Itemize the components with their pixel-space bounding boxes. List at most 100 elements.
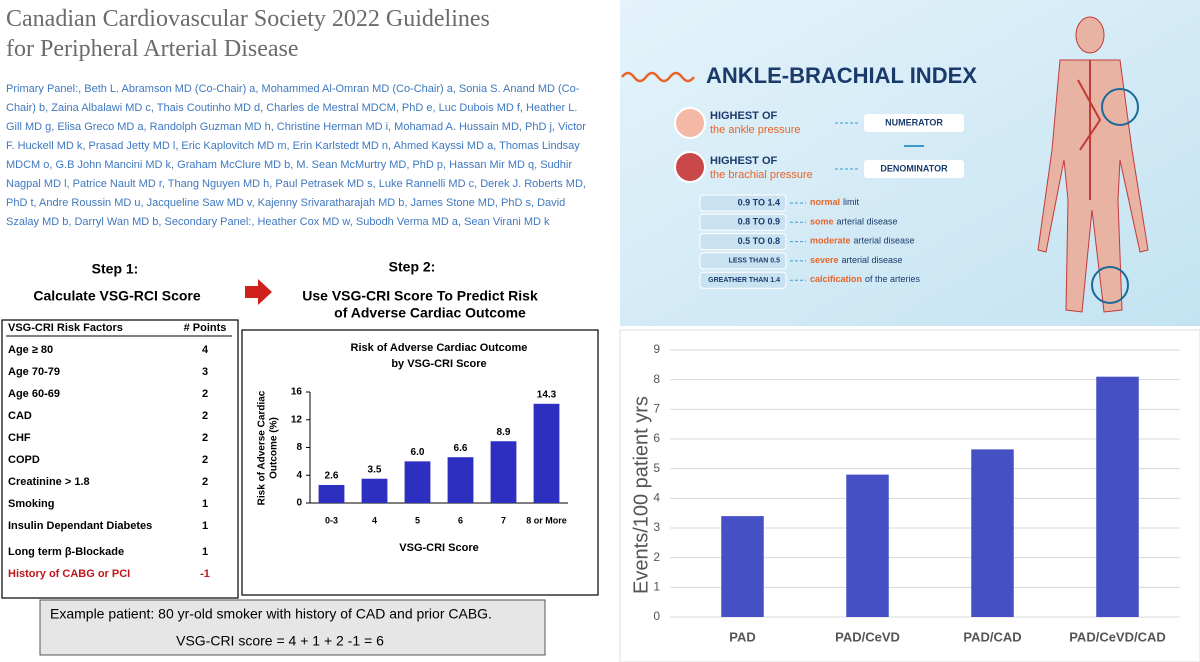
y-tick-label: 3 [653, 520, 660, 534]
example-box [39, 599, 546, 656]
x-tick-label: 6 [458, 515, 463, 525]
y-tick-label: 5 [653, 461, 660, 475]
row-points: 3 [202, 366, 208, 378]
risk-table: VSG-CRI Risk Factors # Points Age ≥ 80 4 A… [6, 322, 232, 580]
row-points: 2 [202, 410, 208, 422]
row-label: History of CABG or PCI [8, 568, 130, 580]
row-label: Long term β-Blockade [8, 546, 124, 558]
row-points: -1 [200, 568, 210, 580]
y-axis-label: Events/100 patient yrs [630, 396, 652, 594]
title-line: for Peripheral Arterial Disease [6, 36, 299, 62]
step-label: Step 2: [389, 259, 436, 275]
value-label: 6.0 [411, 447, 425, 458]
icon [674, 151, 706, 183]
x-axis-label: VSG-CRI Score [399, 542, 478, 554]
value-label: 2.6 [325, 471, 339, 482]
bar [533, 403, 560, 503]
bar [971, 449, 1014, 617]
y-tick-label: 4 [296, 470, 302, 481]
table-header: # Points [184, 322, 227, 334]
table-header: VSG-CRI Risk Factors [8, 322, 123, 334]
bar [447, 457, 474, 503]
rest: limit [843, 197, 859, 207]
row-points: 4 [202, 344, 209, 356]
y-tick-label: 8 [296, 442, 302, 453]
x-tick-label: PAD [729, 629, 755, 644]
arrow [245, 279, 272, 305]
row-label: Smoking [8, 498, 54, 510]
row-points: 1 [202, 520, 208, 532]
row-label: CAD [8, 410, 32, 422]
row-label: COPD [8, 454, 40, 466]
term-head: HIGHEST OF [710, 155, 778, 167]
value-label: 6.6 [454, 443, 468, 454]
y-tick-label: 9 [653, 342, 660, 356]
emphasis: some [810, 217, 834, 227]
range-box [699, 213, 787, 231]
term-sub: the ankle pressure [710, 124, 801, 136]
step-text: Calculate VSG-RCI Score [33, 288, 200, 304]
range-box [699, 233, 787, 251]
chart-title: by VSG-CRI Score [391, 358, 486, 370]
value-label: 14.3 [537, 389, 557, 400]
y-tick-label: 4 [653, 491, 660, 505]
y-tick-label: 0 [296, 498, 302, 509]
y-tick-label: 7 [653, 402, 660, 416]
row-label: Age 70-79 [8, 366, 60, 378]
role-box [864, 114, 964, 132]
row-label: CHF [8, 432, 31, 444]
x-tick-label: 8 or More [526, 515, 567, 525]
author-list: Primary Panel:, Beth L. Abramson MD (Co-… [6, 83, 586, 228]
range-desc: some arterial disease [810, 217, 898, 227]
body-figure [1037, 16, 1149, 313]
y-tick-label: 0 [653, 609, 660, 623]
example-text: VSG-CRI score = 4 + 1 + 2 -1 = 6 [176, 633, 384, 649]
x-tick-label: PAD/CeVD/CAD [1069, 629, 1166, 644]
row-points: 1 [202, 546, 208, 558]
rest: arterial disease [837, 217, 898, 227]
terms: HIGHEST OF the ankle pressure HIGHEST OF… [674, 107, 964, 183]
x-tick-label: PAD/CeVD [835, 629, 900, 644]
y-axis-label: Risk of Adverse Cardiac [257, 390, 268, 505]
wave [621, 71, 695, 83]
bar [846, 474, 889, 617]
row-points: 2 [202, 454, 208, 466]
step-text: of Adverse Cardiac Outcome [334, 305, 526, 321]
example-text: Example patient: 80 yr-old smoker with h… [50, 606, 492, 622]
table-box [1, 319, 239, 599]
role: NUMERATOR [885, 117, 943, 127]
range: 0.8 TO 0.9 [738, 217, 780, 227]
range: GREATHER THAN 1.4 [708, 277, 780, 284]
row-label: Creatinine > 1.8 [8, 476, 90, 488]
bar [721, 516, 764, 617]
row-label: Age ≥ 80 [8, 344, 53, 356]
row-points: 2 [202, 388, 208, 400]
y-axis-label: Outcome (%) [269, 417, 280, 479]
row-label: Insulin Dependant Diabetes [8, 520, 152, 532]
row-points: 2 [202, 432, 208, 444]
row-points: 2 [202, 476, 208, 488]
bar [490, 441, 517, 503]
rest: arterial disease [842, 255, 903, 265]
role: DENOMINATOR [880, 163, 948, 173]
range: 0.9 TO 1.4 [738, 197, 780, 207]
range-desc: calcification of the arteries [810, 275, 921, 285]
row-label: Age 60-69 [8, 388, 60, 400]
step-label: Step 1: [92, 261, 139, 277]
y-tick-label: 1 [653, 580, 660, 594]
bar [404, 461, 431, 503]
role-box [864, 160, 964, 178]
bar [318, 484, 345, 503]
step-text: Use VSG-CRI Score To Predict Risk [302, 288, 538, 304]
x-tick-label: 7 [501, 515, 506, 525]
range-desc: severe arterial disease [810, 255, 903, 265]
bar [361, 478, 388, 503]
icon [674, 107, 706, 139]
value-label: 8.9 [497, 427, 511, 438]
range: 0.5 TO 0.8 [738, 236, 780, 246]
title-line: Canadian Cardiovascular Society 2022 Gui… [6, 6, 490, 32]
rest: of the arteries [865, 275, 921, 285]
